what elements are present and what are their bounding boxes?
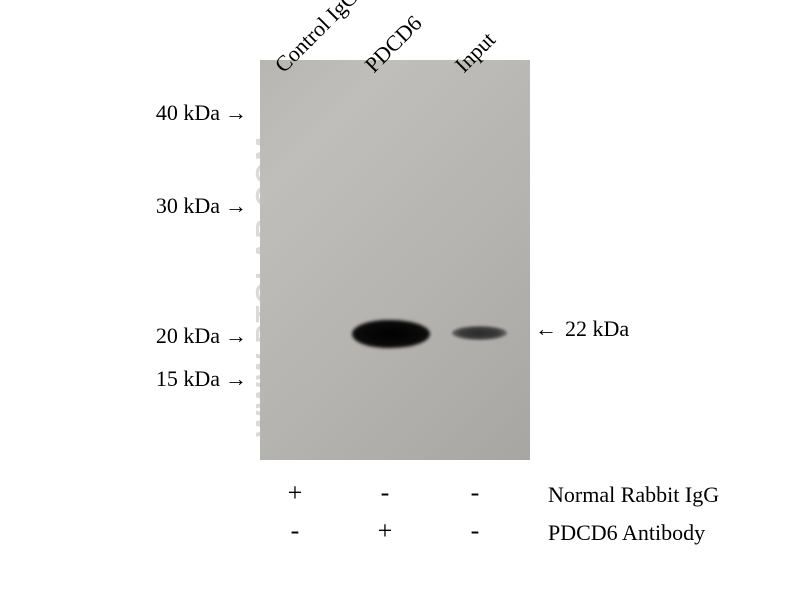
mw-marker-30: 30 kDa	[130, 193, 220, 219]
row-label-normal-rabbit-igg: Normal Rabbit IgG	[548, 482, 719, 508]
mark-row1-lane1: +	[280, 478, 310, 508]
arrow-icon: →	[225, 100, 247, 126]
arrow-icon: →	[225, 366, 247, 392]
band-input-lane	[452, 326, 507, 340]
mw-marker-40: 40 kDa	[130, 100, 220, 126]
arrow-icon: →	[225, 193, 247, 219]
band-pdcd6-lane	[352, 320, 430, 348]
mw-marker-15: 15 kDa	[130, 366, 220, 392]
figure-container: WWW.PTGLAB.COM Control IgG PDCD6 Input 4…	[0, 0, 800, 600]
mark-row2-lane1: -	[280, 516, 310, 546]
blot-membrane	[260, 60, 530, 460]
arrow-icon: ←	[535, 316, 557, 342]
target-band-label: 22 kDa	[565, 316, 629, 342]
arrow-icon: →	[225, 323, 247, 349]
mark-row1-lane3: -	[460, 478, 490, 508]
mark-row2-lane2: +	[370, 516, 400, 546]
mark-row1-lane2: -	[370, 478, 400, 508]
row-label-pdcd6-antibody: PDCD6 Antibody	[548, 520, 705, 546]
mw-marker-20: 20 kDa	[130, 323, 220, 349]
mark-row2-lane3: -	[460, 516, 490, 546]
